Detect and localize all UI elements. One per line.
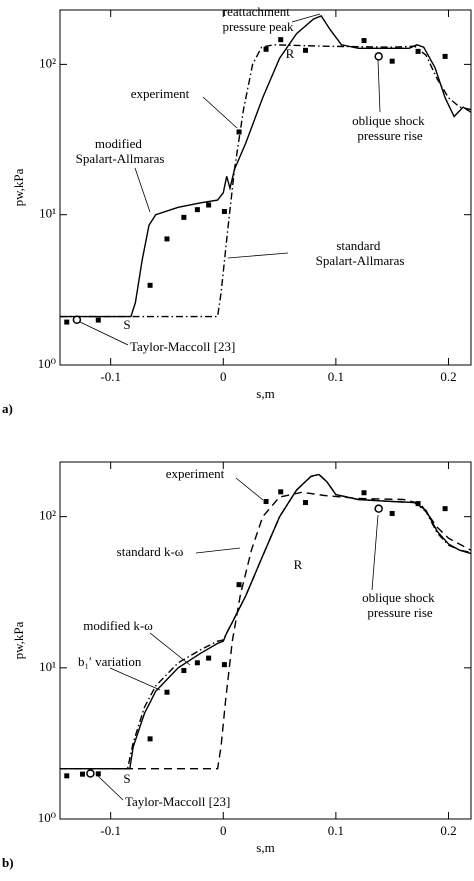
data-point bbox=[181, 668, 187, 674]
data-point bbox=[442, 506, 448, 512]
data-point bbox=[72, 315, 82, 325]
data-point bbox=[221, 209, 227, 215]
data-point bbox=[206, 655, 212, 661]
data-point bbox=[361, 490, 367, 496]
annotation: S bbox=[123, 317, 130, 332]
y-tick-label: 10¹ bbox=[39, 659, 56, 674]
series-label: Taylor-Maccoll [23] bbox=[130, 339, 235, 354]
leader-line bbox=[377, 59, 381, 113]
data-point bbox=[147, 736, 153, 742]
data-point bbox=[95, 317, 101, 323]
data-point bbox=[95, 771, 101, 777]
data-point bbox=[147, 282, 153, 288]
annotation: S bbox=[123, 771, 130, 786]
data-point bbox=[389, 58, 395, 64]
annotation: R bbox=[294, 557, 303, 572]
series-line bbox=[60, 44, 472, 318]
data-point bbox=[374, 52, 383, 61]
data-point bbox=[278, 37, 284, 43]
data-point bbox=[389, 510, 395, 516]
leader-line bbox=[291, 13, 321, 23]
data-point bbox=[64, 773, 70, 779]
leader-line bbox=[109, 667, 161, 691]
data-point bbox=[194, 207, 200, 213]
x-tick-label: -0.1 bbox=[100, 823, 121, 838]
data-point bbox=[86, 769, 95, 778]
y-tick-label: 10¹ bbox=[39, 206, 56, 221]
series-label: b₁′ variation bbox=[78, 654, 142, 669]
leader-line bbox=[97, 775, 124, 801]
data-point bbox=[164, 236, 170, 242]
data-point bbox=[442, 53, 448, 59]
data-point bbox=[164, 689, 170, 695]
data-point bbox=[263, 46, 269, 52]
data-point bbox=[415, 501, 421, 507]
x-axis-label: s,m bbox=[256, 840, 274, 855]
y-tick-label: 10² bbox=[39, 55, 56, 70]
y-axis-label: pw,kPa bbox=[11, 621, 26, 659]
data-point bbox=[302, 500, 308, 506]
x-tick-label: -0.1 bbox=[100, 369, 121, 384]
data-point bbox=[181, 214, 187, 220]
leader-line bbox=[79, 321, 129, 346]
data-point bbox=[236, 582, 242, 588]
data-point bbox=[302, 47, 308, 53]
x-axis-label: s,m bbox=[256, 386, 274, 401]
x-tick-label: 0.2 bbox=[440, 823, 456, 838]
series-label: experiment bbox=[131, 86, 190, 101]
series-line bbox=[60, 15, 472, 318]
series-label: standard k-ω bbox=[117, 544, 184, 559]
panel-label: a) bbox=[2, 401, 13, 416]
y-tick-label: 10² bbox=[39, 508, 56, 523]
series-label: oblique shock pressure rise bbox=[362, 590, 438, 620]
data-point bbox=[236, 129, 242, 135]
x-tick-label: 0 bbox=[220, 823, 227, 838]
x-tick-label: 0 bbox=[220, 369, 227, 384]
data-point bbox=[221, 662, 227, 668]
panel-label: b) bbox=[2, 855, 14, 870]
series-label: experiment bbox=[166, 466, 225, 481]
leader-line bbox=[371, 514, 379, 591]
data-point bbox=[278, 489, 284, 495]
leader-line bbox=[227, 252, 289, 259]
data-point bbox=[415, 48, 421, 54]
x-tick-label: 0.1 bbox=[328, 823, 344, 838]
data-point bbox=[64, 319, 70, 325]
annotation: reattachment pressure peak bbox=[222, 4, 294, 34]
data-point bbox=[374, 504, 383, 513]
plot-frame bbox=[59, 9, 472, 366]
series-label: modified k-ω bbox=[83, 618, 153, 633]
leader-line bbox=[235, 477, 264, 501]
series-line bbox=[60, 473, 472, 770]
series-label: oblique shock pressure rise bbox=[352, 113, 428, 143]
data-point bbox=[206, 202, 212, 208]
data-point bbox=[361, 38, 367, 44]
data-point bbox=[263, 499, 269, 505]
y-axis-label: pw,kPa bbox=[11, 168, 26, 206]
leader-line bbox=[134, 167, 151, 213]
series-line bbox=[60, 473, 472, 770]
data-point bbox=[80, 771, 86, 777]
y-tick-label: 10⁰ bbox=[38, 356, 56, 371]
data-point bbox=[194, 660, 200, 666]
series-label: standard Spalart-Allmaras bbox=[316, 238, 405, 268]
plot-frame bbox=[59, 461, 472, 820]
leader-line bbox=[202, 96, 238, 129]
y-tick-label: 10⁰ bbox=[38, 810, 56, 825]
leader-line bbox=[195, 547, 241, 554]
series-label: Taylor-Maccoll [23] bbox=[125, 794, 230, 809]
x-tick-label: 0.2 bbox=[440, 369, 456, 384]
annotation: R bbox=[286, 46, 295, 61]
series-label: modified Spalart-Allmaras bbox=[76, 136, 165, 166]
x-tick-label: 0.1 bbox=[328, 369, 344, 384]
